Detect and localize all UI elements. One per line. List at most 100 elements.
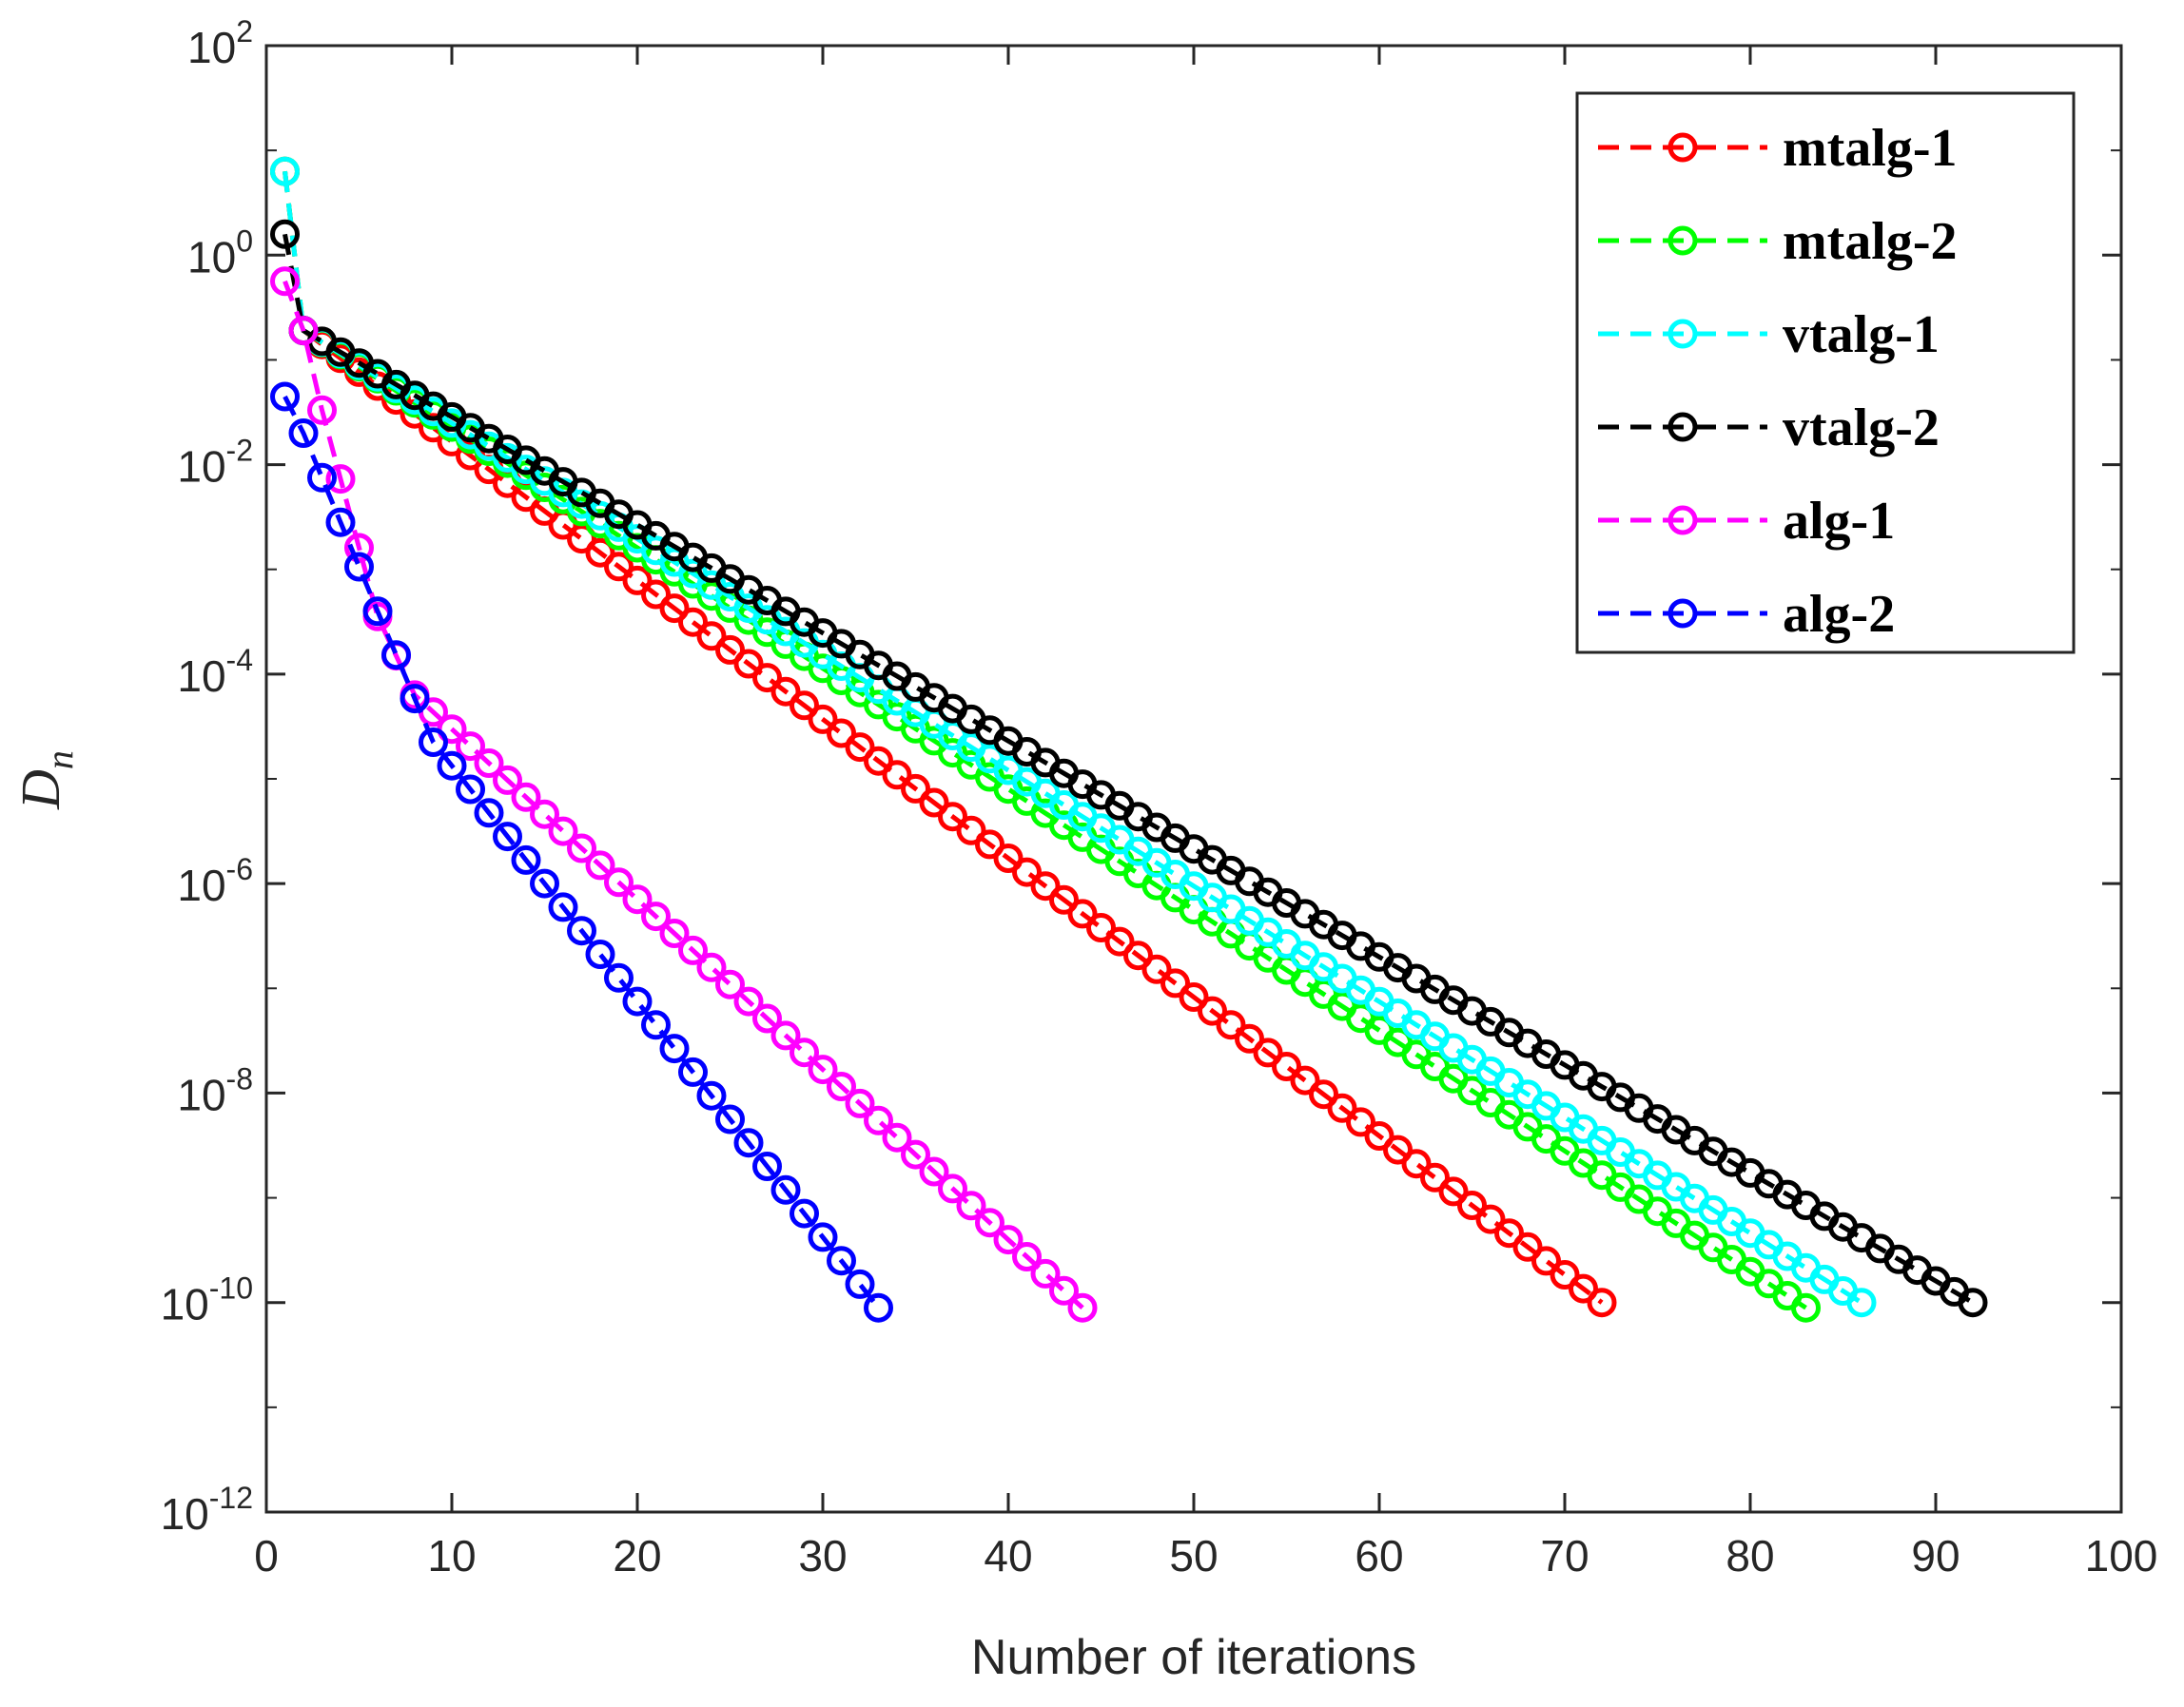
y-tick-base: 10 — [177, 442, 225, 492]
data-point — [511, 844, 541, 875]
y-tick-base: 10 — [161, 1489, 209, 1539]
data-point — [938, 802, 967, 832]
legend: mtalg-1 mtalg-2 vtalg-1 vtalg-2 alg-1 alg-2 — [1575, 91, 2076, 654]
data-point — [808, 1222, 838, 1252]
y-tick-exponent: -6 — [226, 852, 253, 886]
data-point — [864, 746, 893, 776]
legend-box — [1575, 91, 2076, 654]
legend-entry-vtalg-2: vtalg-2 — [1598, 398, 1940, 457]
legend-entry-alg-1: alg-1 — [1598, 492, 1895, 551]
data-point — [975, 829, 1004, 860]
x-tick-label: 90 — [1911, 1531, 1960, 1581]
legend-label: vtalg-1 — [1783, 305, 1940, 364]
x-tick-label: 100 — [2085, 1531, 2158, 1581]
y-tick-base: 10 — [177, 651, 225, 701]
y-tick-label: 10-6 — [177, 852, 253, 910]
data-point — [1012, 1242, 1042, 1271]
data-point — [678, 935, 708, 965]
y-tick-exponent: -2 — [226, 434, 253, 468]
data-point — [604, 867, 634, 898]
data-point — [1030, 1258, 1061, 1289]
data-point — [288, 418, 319, 448]
y-axis-title: Dn — [10, 750, 81, 810]
y-tick-label: 102 — [187, 14, 253, 72]
y-tick-base: 10 — [187, 232, 236, 281]
data-point — [1272, 1052, 1301, 1081]
data-point — [733, 649, 764, 679]
data-point — [956, 815, 986, 845]
legend-entry-alg-2: alg-2 — [1598, 585, 1895, 644]
data-point — [270, 219, 300, 249]
data-point — [567, 524, 596, 554]
data-point — [585, 850, 615, 881]
data-point — [1494, 1218, 1524, 1249]
y-tick-label: 10-12 — [161, 1481, 253, 1539]
data-point — [474, 748, 504, 778]
data-point — [901, 1139, 930, 1170]
data-point — [270, 266, 300, 297]
data-point — [770, 676, 801, 707]
data-point — [1160, 968, 1190, 999]
data-point — [400, 684, 430, 714]
data-point — [1420, 1162, 1450, 1193]
y-tick-label: 10-4 — [177, 643, 253, 701]
data-point — [604, 962, 634, 993]
data-point — [975, 1208, 1004, 1238]
data-point — [1475, 1204, 1506, 1234]
svg-text:Dn: Dn — [10, 750, 81, 810]
data-point — [325, 507, 356, 537]
data-point — [270, 156, 300, 186]
data-point — [827, 1072, 856, 1101]
data-point — [901, 773, 930, 804]
data-point — [808, 704, 838, 734]
data-point — [585, 940, 615, 969]
data-point — [548, 816, 578, 846]
data-point — [864, 1105, 893, 1135]
x-axis-title: Number of iterations — [971, 1630, 1416, 1685]
data-point — [1791, 1292, 1821, 1323]
data-point — [845, 1269, 875, 1299]
data-point — [1012, 857, 1042, 887]
data-point — [938, 1174, 967, 1204]
data-point — [845, 732, 875, 763]
data-point — [344, 533, 374, 563]
data-point — [511, 782, 541, 812]
series-vtalg-1 — [270, 156, 1877, 1318]
data-point — [1364, 1121, 1394, 1151]
data-point — [641, 902, 671, 932]
data-point — [1512, 1232, 1543, 1262]
data-point — [1587, 1288, 1617, 1318]
data-point — [770, 1174, 801, 1205]
data-point — [1253, 1038, 1283, 1068]
data-point — [1235, 1023, 1264, 1054]
data-point — [993, 844, 1024, 873]
data-point — [604, 552, 634, 582]
y-tick-base: 10 — [177, 1070, 225, 1119]
data-point — [622, 986, 653, 1017]
data-point — [882, 760, 912, 790]
data-point — [270, 381, 300, 412]
series-line-alg-2 — [283, 395, 881, 1309]
y-tick-exponent: -4 — [226, 643, 253, 677]
data-point — [827, 718, 856, 748]
data-point — [493, 765, 522, 795]
data-point — [1438, 1176, 1469, 1207]
data-point — [1049, 1275, 1079, 1306]
data-point — [641, 1010, 671, 1040]
series-line-alg-1 — [283, 280, 1084, 1310]
data-point — [530, 799, 559, 829]
legend-entries: mtalg-1 mtalg-2 vtalg-1 vtalg-2 alg-1 alg-2 — [1598, 119, 1958, 644]
data-point — [770, 1020, 801, 1051]
data-point — [1123, 941, 1153, 971]
y-tick-base: 10 — [161, 1280, 209, 1329]
data-point — [752, 663, 782, 693]
x-tick-label: 80 — [1726, 1531, 1774, 1581]
y-tick-exponent: 0 — [236, 223, 253, 258]
x-tick-label: 30 — [798, 1531, 847, 1581]
data-point — [1346, 1107, 1375, 1137]
data-point — [548, 892, 578, 922]
data-point — [1086, 913, 1116, 942]
x-tick-label: 40 — [984, 1531, 1032, 1581]
